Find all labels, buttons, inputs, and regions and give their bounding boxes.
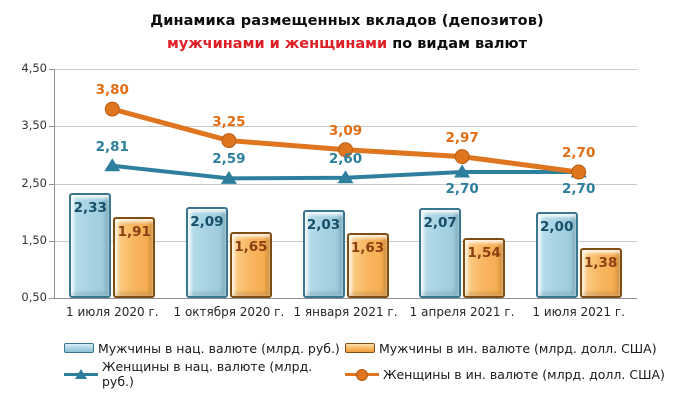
bar-men-national bbox=[419, 208, 462, 298]
legend-item-men-usd: Мужчины в ин. валюте (млрд. долл. США) bbox=[345, 339, 665, 357]
legend-label-women-usd: Женщины в ин. валюте (млрд. долл. США) bbox=[383, 366, 665, 382]
bar-orange-swatch-icon bbox=[345, 343, 375, 353]
bar-men-national bbox=[185, 206, 228, 298]
triangle-marker-icon bbox=[337, 170, 354, 184]
x-tick-label: 1 июля 2020 г. bbox=[66, 305, 159, 319]
legend-item-men-rub: Мужчины в нац. валюте (млрд. руб.) bbox=[64, 339, 345, 357]
x-tick-label: 1 октября 2020 г. bbox=[173, 305, 285, 319]
triangle-marker-icon bbox=[454, 164, 471, 178]
circle-marker-icon bbox=[454, 149, 470, 165]
line-value-label: 3,80 bbox=[95, 82, 129, 99]
triangle-marker-icon bbox=[104, 158, 121, 172]
bar-men-national bbox=[302, 210, 345, 298]
bar-value-label: 1,65 bbox=[234, 239, 268, 256]
line-value-label: 2,70 bbox=[562, 181, 596, 198]
triangle-marker-icon bbox=[220, 170, 237, 184]
legend: Мужчины в нац. валюте (млрд. руб.) Мужчи… bbox=[64, 339, 665, 389]
bar-men-national bbox=[69, 193, 112, 298]
x-tick-label: 1 апреля 2021 г. bbox=[409, 305, 515, 319]
bar-value-label: 2,03 bbox=[306, 217, 341, 234]
bar-value-label: 1,54 bbox=[467, 245, 501, 262]
gridline bbox=[54, 69, 637, 70]
line-value-label: 2,70 bbox=[562, 145, 596, 162]
y-axis-tick bbox=[49, 69, 54, 70]
bar-men-foreign bbox=[113, 217, 156, 298]
line-value-label: 2,59 bbox=[212, 151, 246, 168]
bar-men-foreign bbox=[463, 238, 506, 298]
chart-title-red-part: мужчинами и женщинами bbox=[166, 36, 388, 52]
legend-label-men-rub: Мужчины в нац. валюте (млрд. руб.) bbox=[98, 340, 340, 356]
bar-value-label: 1,63 bbox=[350, 240, 385, 257]
x-tick-label: 1 июля 2021 г. bbox=[532, 305, 625, 319]
legend-item-women-usd: Женщины в ин. валюте (млрд. долл. США) bbox=[345, 365, 665, 383]
gridline bbox=[54, 240, 637, 242]
legend-item-women-rub: Женщины в нац. валюте (млрд. руб.) bbox=[64, 359, 345, 389]
gridline bbox=[54, 298, 637, 299]
circle-marker-icon bbox=[104, 101, 120, 117]
bar-value-label: 1,38 bbox=[584, 254, 618, 271]
bar-blue-swatch-icon bbox=[64, 343, 94, 353]
y-tick-label: 3,50 bbox=[21, 118, 47, 133]
bar-value-label: 1,91 bbox=[117, 224, 151, 241]
bar-men-foreign bbox=[229, 232, 272, 298]
line-value-label: 2,97 bbox=[445, 129, 479, 146]
y-axis-tick bbox=[49, 240, 54, 242]
y-tick-label: 0,50 bbox=[21, 290, 47, 304]
line-triangle-swatch-icon bbox=[64, 367, 98, 381]
chart-title-line1: Динамика размещенных вкладов (депозитов) bbox=[150, 13, 544, 29]
legend-label-women-rub: Женщины в нац. валюте (млрд. руб.) bbox=[102, 359, 313, 389]
line-value-label: 2,70 bbox=[445, 181, 479, 198]
y-tick-label: 4,50 bbox=[21, 61, 47, 75]
bar-men-foreign bbox=[579, 247, 622, 298]
bar-value-label: 2,07 bbox=[423, 215, 457, 232]
y-axis-tick bbox=[49, 126, 54, 128]
line-value-label: 3,09 bbox=[328, 122, 363, 139]
y-tick-label: 2,50 bbox=[21, 175, 47, 190]
bar-men-national bbox=[535, 212, 578, 298]
line-value-label: 2,60 bbox=[328, 150, 363, 167]
circle-marker-icon bbox=[221, 133, 237, 149]
line-value-label: 3,25 bbox=[212, 113, 246, 130]
y-axis-tick bbox=[49, 183, 54, 185]
bar-value-label: 2,33 bbox=[73, 200, 107, 217]
gridline bbox=[54, 183, 637, 185]
y-tick-label: 1,50 bbox=[21, 232, 47, 247]
line-circle-swatch-icon bbox=[345, 367, 379, 381]
y-axis-line bbox=[54, 69, 55, 298]
line-women-national bbox=[112, 163, 579, 181]
line-value-label: 2,81 bbox=[95, 138, 129, 155]
chart-title-black-part: по видам валют bbox=[387, 36, 528, 52]
bar-value-label: 2,00 bbox=[540, 219, 574, 236]
triangle-marker-icon bbox=[570, 164, 587, 178]
bar-men-foreign bbox=[346, 233, 389, 298]
y-axis-tick bbox=[49, 298, 54, 299]
chart-title-line2: мужчинами и женщинами по видам валют bbox=[0, 36, 694, 52]
x-tick-label: 1 января 2021 г. bbox=[293, 305, 398, 319]
legend-label-men-usd: Мужчины в ин. валюте (млрд. долл. США) bbox=[379, 340, 657, 356]
bar-value-label: 2,09 bbox=[190, 213, 224, 230]
circle-marker-icon bbox=[571, 164, 587, 180]
